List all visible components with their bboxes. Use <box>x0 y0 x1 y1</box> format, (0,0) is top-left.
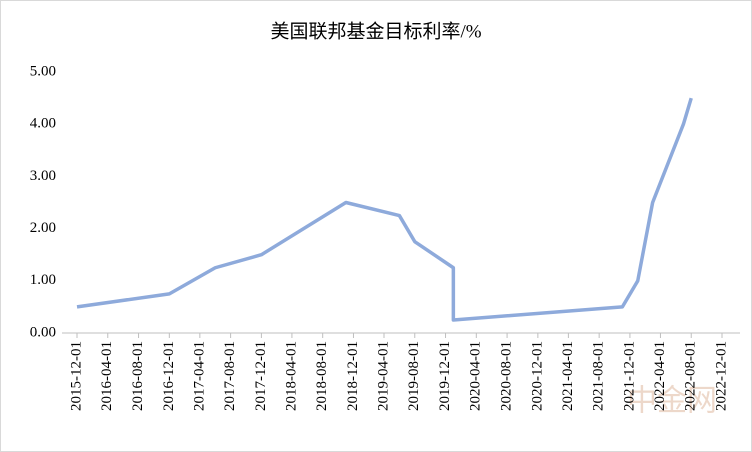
x-tick-label: 2016-04-01 <box>99 341 115 411</box>
x-tick-label: 2019-12-01 <box>437 341 453 411</box>
x-tick-label: 2017-12-01 <box>253 341 269 411</box>
y-tick-label: 0.00 <box>30 324 56 340</box>
x-tick-label: 2016-12-01 <box>161 341 177 411</box>
y-tick-label: 3.00 <box>30 168 56 184</box>
x-tick-label: 2019-08-01 <box>406 341 422 411</box>
data-line <box>76 97 693 322</box>
y-tick-label: 2.00 <box>30 220 56 236</box>
y-tick-label: 4.00 <box>30 116 56 132</box>
x-tick-label: 2017-08-01 <box>222 341 238 411</box>
x-tick-label: 2021-08-01 <box>591 341 607 411</box>
y-tick-label: 1.00 <box>30 272 56 288</box>
x-tick-label: 2022-12-01 <box>713 341 729 411</box>
chart-title: 美国联邦基金目标利率/% <box>270 20 481 42</box>
x-tick-label: 2018-08-01 <box>314 341 330 411</box>
x-tick-label: 2019-04-01 <box>375 341 391 411</box>
x-tick-label: 2015-12-01 <box>68 341 84 411</box>
x-tick-label: 2021-12-01 <box>621 341 637 411</box>
x-tick-label: 2020-08-01 <box>499 341 515 411</box>
x-tick-label: 2022-08-01 <box>683 341 699 411</box>
x-tick-label: 2020-12-01 <box>529 341 545 411</box>
x-tick-label: 2018-12-01 <box>345 341 361 411</box>
x-tick-label: 2021-04-01 <box>560 341 576 411</box>
x-tick-label: 2020-04-01 <box>468 341 484 411</box>
x-tick-label: 2017-04-01 <box>191 341 207 411</box>
x-tick-label: 2016-08-01 <box>130 341 146 411</box>
x-tick-label: 2018-04-01 <box>283 341 299 411</box>
x-tick-label: 2022-04-01 <box>652 341 668 411</box>
watermark: 中金网 <box>627 384 717 419</box>
y-tick-label: 5.00 <box>30 63 56 79</box>
